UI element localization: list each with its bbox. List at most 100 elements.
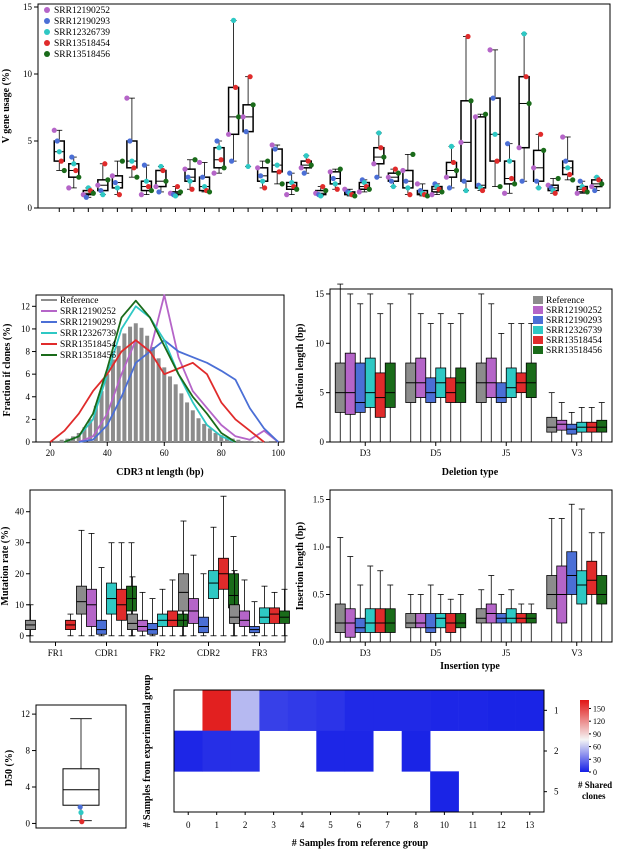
sample-point [177, 189, 184, 195]
legend-marker [44, 18, 50, 24]
heatmap-cell [287, 690, 317, 731]
box-4 [374, 372, 386, 418]
sample-point [98, 187, 104, 194]
reference-bar [162, 367, 167, 442]
y-tick-label: 0 [20, 631, 25, 641]
colorbar-tick-label: 0 [593, 768, 597, 777]
sample-point [138, 192, 145, 198]
sample-point [201, 183, 208, 190]
reference-bar [259, 441, 264, 442]
box-3 [364, 608, 376, 633]
box-0 [76, 585, 87, 615]
legend-swatch [533, 296, 543, 304]
y-tick-label: 30 [15, 538, 25, 548]
sample-point [78, 809, 84, 816]
x-tick-label: 2 [243, 820, 248, 830]
box-2 [96, 619, 107, 635]
legend-label: SRR12190293 [54, 17, 110, 27]
y-tick-label: 10 [21, 324, 31, 334]
heatmap-cell [202, 690, 232, 731]
sample-point [187, 178, 193, 184]
x-tick-label: 100 [272, 448, 286, 458]
sample-point [332, 181, 338, 187]
reference-bar [116, 345, 121, 442]
sample-point [131, 165, 137, 171]
y-tick-label: 5 [554, 787, 559, 797]
heatmap-cell [202, 730, 232, 772]
heatmap-cell [401, 690, 431, 731]
sample-point [330, 175, 336, 182]
x-tick-label: 7 [385, 820, 390, 830]
x-axis-label: # Samples from reference group [292, 838, 429, 849]
sample-point [114, 185, 120, 191]
box-5 [455, 367, 467, 403]
reference-bar [173, 384, 178, 442]
sample-point [508, 175, 515, 182]
y-tick-label: 0 [26, 437, 31, 447]
x-tick-label: FR1 [48, 648, 64, 658]
sample-point [276, 169, 282, 175]
sample-point [228, 158, 235, 164]
legend-label: SRR12190293 [60, 318, 116, 328]
sample-point [211, 170, 217, 176]
heatmap-cell [316, 730, 346, 772]
mutation-rate-panel: 0 10 20 30 40 Mutation rate (%) FR1 CDR1 FR2 CDR2… [0, 489, 290, 658]
sample-point [574, 190, 580, 196]
sample-point [105, 177, 111, 183]
legend-label: SRR13518454 [60, 340, 116, 350]
sample-point [494, 158, 500, 164]
y-tick-label: 20 [15, 569, 25, 579]
sample-point [232, 84, 239, 90]
sample-point [153, 183, 159, 190]
box-3 [576, 570, 588, 605]
colorbar-tick-label: 90 [593, 730, 601, 739]
legend-label: Reference [60, 295, 99, 306]
heatmap-cell [174, 730, 203, 772]
colorbar-label-line2: clones [582, 791, 606, 801]
plot-frame [329, 288, 613, 443]
v-gene-box [489, 97, 501, 162]
sample-point [596, 177, 602, 183]
sample-point [534, 178, 540, 184]
box-0 [334, 362, 346, 413]
sample-point [334, 186, 340, 192]
y-tick-label: 0.5 [313, 590, 325, 600]
legend-label: SRR12190252 [60, 307, 116, 317]
x-axis-label: CDR3 nt length (bp) [116, 467, 204, 478]
reference-bar [145, 335, 150, 442]
y-axis-label: D50 (%) [4, 750, 15, 786]
sample-point [519, 178, 525, 184]
heatmap-cell [401, 730, 431, 772]
sample-point [206, 189, 213, 195]
reference-bar [110, 359, 115, 442]
box-4 [586, 560, 598, 595]
sample-point [116, 192, 122, 198]
sample-point [385, 174, 391, 180]
sample-point [182, 166, 188, 172]
box-2 [147, 622, 158, 635]
v-gene-usage-panel: 0 5 10 15 V gene usage (%) SRR12190252SRR1219… [1, 2, 611, 213]
sample-point [196, 159, 203, 166]
box-5 [384, 362, 396, 408]
legend-label: SRR13518454 [546, 336, 602, 346]
x-tick-label: 1 [214, 820, 219, 830]
y-axis-label: V gene usage (%) [1, 69, 12, 144]
reference-bar [202, 423, 207, 442]
x-tick-label: 80 [217, 448, 227, 458]
sample-point [479, 187, 486, 194]
box-2 [425, 377, 437, 403]
colorbar-label-line1: # Shared [578, 780, 612, 790]
x-tick-label: V3 [571, 448, 582, 458]
x-tick-label: D3 [360, 648, 371, 658]
y-tick-label: 10 [15, 600, 25, 610]
box-1 [415, 613, 427, 629]
reference-bar [224, 437, 229, 442]
x-tick-label: 11 [469, 820, 478, 830]
sample-point [565, 165, 571, 171]
legend-label: SRR12326739 [54, 28, 110, 38]
sample-point [143, 178, 150, 184]
sample-point [521, 31, 527, 37]
box-5 [596, 575, 608, 605]
sample-point [192, 157, 198, 163]
box-5 [455, 613, 467, 629]
